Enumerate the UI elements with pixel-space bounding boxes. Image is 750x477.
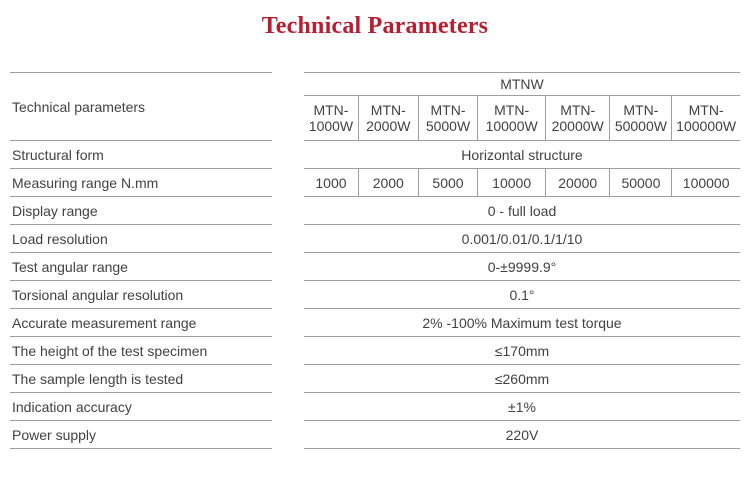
model-header-cell: MTN-100000W xyxy=(676,102,737,134)
model-header-cell: MTN-50000W xyxy=(610,96,673,140)
parameter-values-block: MTNW MTN-1000W MTN-2000W MTN-5000W MTN-1… xyxy=(304,72,740,449)
value-structural-form: Horizontal structure xyxy=(304,141,740,169)
measuring-range-cell: 10000 xyxy=(478,169,546,196)
series-name-header: MTNW xyxy=(304,73,740,96)
value-accurate-measurement-range: 2% -100% Maximum test torque xyxy=(304,309,740,337)
measuring-range-cell: 1000 xyxy=(304,169,359,196)
parameter-label-indication-accuracy: Indication accuracy xyxy=(10,393,272,421)
value-sample-length: ≤260mm xyxy=(304,365,740,393)
value-test-angular-range: 0-±9999.9° xyxy=(304,253,740,281)
parameter-label-measuring-range: Measuring range N.mm xyxy=(10,169,272,197)
model-header-cell: MTN-5000W xyxy=(419,96,479,140)
value-row-measuring-range: 1000 2000 5000 10000 20000 50000 100000 xyxy=(304,169,740,197)
value-display-range: 0 - full load xyxy=(304,197,740,225)
parameter-label-accurate-measurement-range: Accurate measurement range xyxy=(10,309,272,337)
parameter-label-torsional-angular-resolution: Torsional angular resolution xyxy=(10,281,272,309)
parameter-label-structural-form: Structural form xyxy=(10,141,272,169)
value-indication-accuracy: ±1% xyxy=(304,393,740,421)
model-header-row: MTN-1000W MTN-2000W MTN-5000W MTN-10000W… xyxy=(304,96,740,141)
value-load-resolution: 0.001/0.01/0.1/1/10 xyxy=(304,225,740,253)
measuring-range-cell: 2000 xyxy=(359,169,419,196)
model-header-cell: MTN-20000W xyxy=(546,96,611,140)
parameter-label-column: Technical parameters Structural form Mea… xyxy=(10,72,272,449)
measuring-range-cell: 20000 xyxy=(546,169,611,196)
model-header-cell: MTN-1000W xyxy=(304,96,359,140)
parameter-label-load-resolution: Load resolution xyxy=(10,225,272,253)
parameter-label-specimen-height: The height of the test specimen xyxy=(10,337,272,365)
model-header-cell: MTN-10000W xyxy=(478,96,546,140)
label-column-header: Technical parameters xyxy=(10,73,272,141)
value-torsional-angular-resolution: 0.1° xyxy=(304,281,740,309)
model-header-cell: MTN-2000W xyxy=(359,96,419,140)
parameter-label-sample-length: The sample length is tested xyxy=(10,365,272,393)
page-title: Technical Parameters xyxy=(261,13,489,39)
parameter-label-power-supply: Power supply xyxy=(10,421,272,449)
parameter-label-test-angular-range: Test angular range xyxy=(10,253,272,281)
value-power-supply: 220V xyxy=(304,421,740,449)
measuring-range-cell: 100000 xyxy=(682,174,730,191)
measuring-range-cell: 5000 xyxy=(419,169,479,196)
value-specimen-height: ≤170mm xyxy=(304,337,740,365)
measuring-range-cell: 50000 xyxy=(610,169,673,196)
parameter-label-display-range: Display range xyxy=(10,197,272,225)
